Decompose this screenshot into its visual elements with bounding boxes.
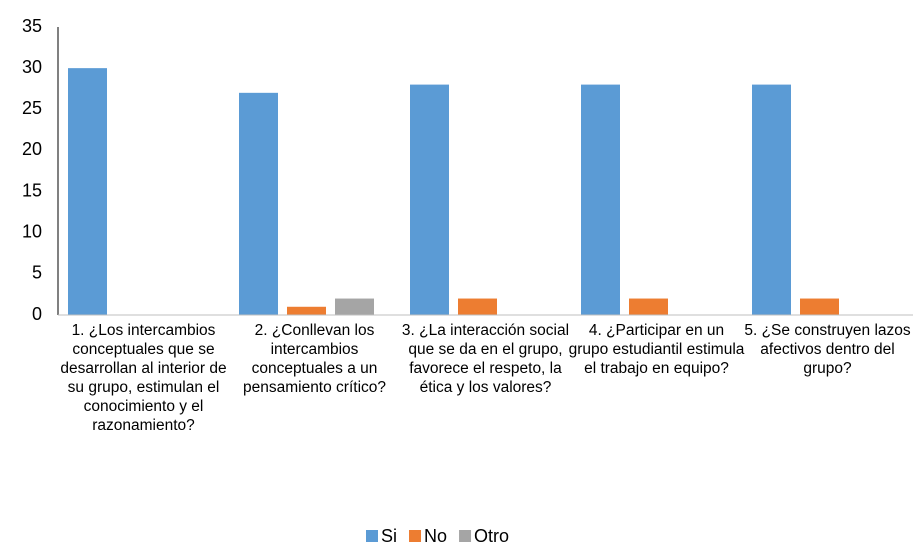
- x-tick-label: 1. ¿Los intercambios conceptuales que se…: [60, 322, 227, 434]
- bar: [68, 68, 107, 316]
- x-tick-label: 5. ¿Se construyen lazos afectivos dentro…: [744, 322, 911, 377]
- y-tick-label: 10: [22, 221, 42, 241]
- bar: [752, 84, 791, 315]
- bar: [629, 298, 668, 315]
- legend-swatch: [409, 530, 422, 542]
- legend-swatch: [366, 530, 378, 542]
- y-tick-label: 30: [22, 57, 42, 77]
- y-tick-label: 15: [22, 180, 42, 200]
- y-tick-label: 0: [32, 304, 42, 324]
- bar: [800, 298, 839, 315]
- bar: [335, 298, 374, 315]
- x-tick-label: 3. ¿La interacción social que se da en e…: [401, 322, 570, 396]
- y-tick-label: 5: [32, 263, 42, 283]
- bar: [410, 84, 449, 315]
- legend-label: No: [424, 526, 447, 544]
- bar: [581, 84, 620, 315]
- legend-label: Otro: [474, 526, 509, 544]
- bar: [287, 306, 326, 315]
- legend-swatch: [459, 530, 472, 542]
- x-tick-label: 4. ¿Participar en un grupo estudiantil e…: [568, 322, 745, 377]
- bar: [458, 298, 497, 315]
- y-tick-label: 35: [22, 16, 42, 36]
- y-tick-label: 25: [22, 98, 42, 118]
- x-tick-label: 2. ¿Conllevan los intercambios conceptua…: [242, 322, 387, 396]
- legend-label: Si: [381, 526, 397, 544]
- bar: [239, 92, 278, 315]
- y-tick-label: 20: [22, 139, 42, 159]
